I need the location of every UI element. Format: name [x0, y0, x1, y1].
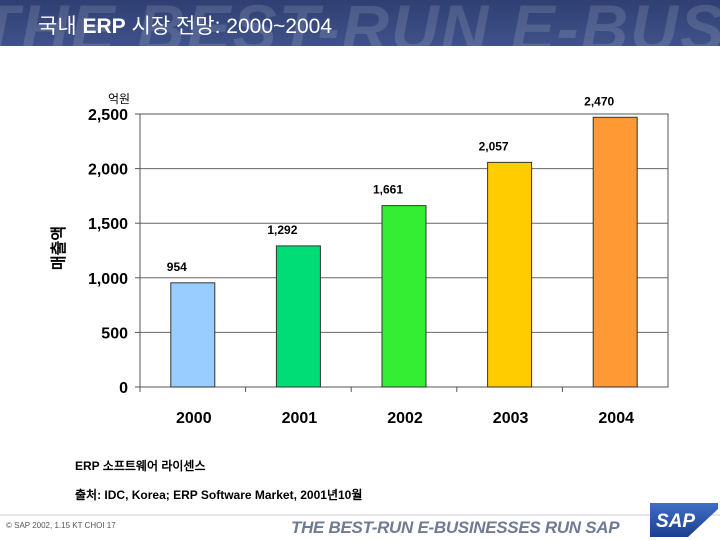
footer-copyright: © SAP 2002, 1.15 KT CHOI 17 [6, 521, 116, 530]
title-banner: THE BEST-RUN E-BUS 국내 ERP 시장 전망: 2000~20… [0, 0, 720, 46]
footnote-source: 출처: IDC, Korea; ERP Software Market, 200… [75, 488, 363, 502]
bar-2001 [275, 245, 321, 388]
footer-slogan: THE BEST-RUN E-BUSINESSES RUN SAP [291, 518, 620, 537]
title-bold: ERP [82, 15, 126, 38]
x-tick-label: 2004 [598, 410, 634, 427]
y-tick-label: 2,500 [88, 107, 128, 124]
y-tick-label: 1,000 [88, 271, 128, 288]
unit-label: 억원 [108, 92, 130, 106]
x-tick-label: 2002 [387, 410, 423, 427]
x-tick-label: 2000 [176, 410, 212, 427]
sap-logo-text: SAP [656, 511, 695, 532]
bar-2004 [592, 116, 638, 388]
bar-2002 [381, 205, 427, 388]
bar-2003 [487, 161, 533, 388]
banner-watermark: THE BEST-RUN E-BUS [0, 0, 720, 46]
title-suffix: 시장 전망: 2000~2004 [131, 15, 332, 38]
footer-bar [0, 514, 720, 516]
y-axis-title: 매출액 [49, 226, 68, 270]
title-prefix: 국내 [38, 15, 77, 38]
sap-logo: SAP [650, 503, 718, 537]
footnote-license: ERP 소프트웨어 라이센스 [75, 459, 206, 473]
data-label: 1,292 [267, 223, 297, 237]
y-tick-label: 500 [101, 325, 128, 342]
x-tick-label: 2001 [282, 410, 318, 427]
y-tick-label: 1,500 [88, 216, 128, 233]
x-tick-label: 2003 [493, 410, 529, 427]
y-tick-label: 2,000 [88, 162, 128, 179]
data-label: 2,470 [584, 94, 614, 108]
data-label: 2,057 [479, 139, 509, 153]
data-label: 954 [167, 260, 187, 274]
bar-2000 [170, 282, 216, 388]
slide-title: 국내 ERP 시장 전망: 2000~2004 [38, 10, 332, 40]
data-label: 1,661 [373, 183, 403, 197]
y-tick-label: 0 [119, 380, 128, 397]
